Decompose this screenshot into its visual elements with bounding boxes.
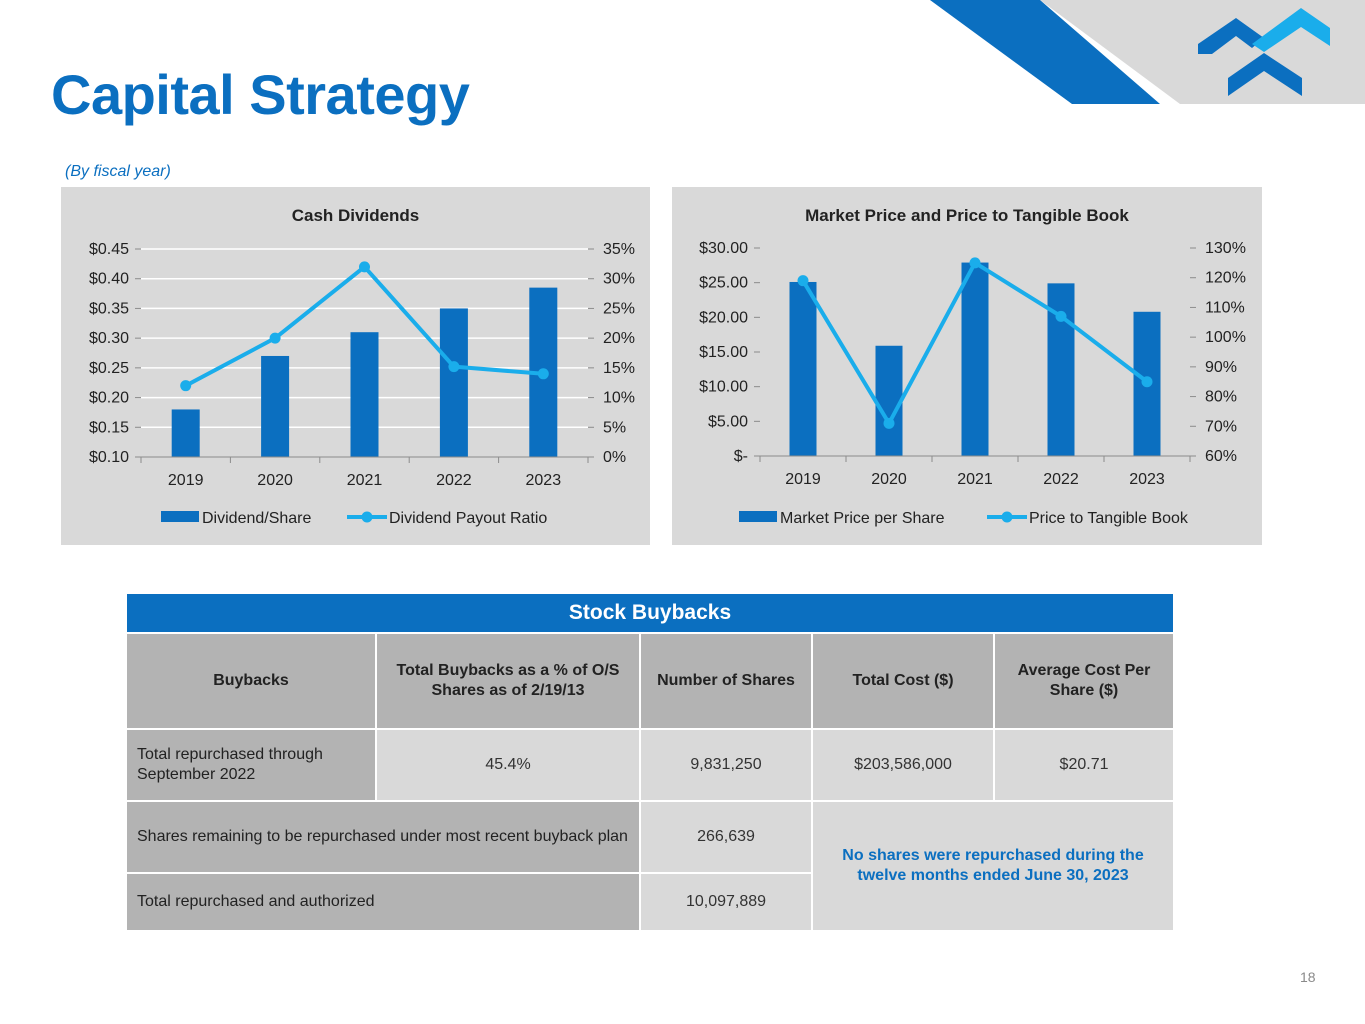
x-axis-tick-label: 2019: [785, 471, 821, 488]
legend-label: Price to Tangible Book: [1029, 510, 1189, 527]
market-price-chart: Market Price and Price to Tangible Book $…: [672, 187, 1262, 545]
line-point-2022: [1055, 310, 1067, 322]
column-header: Total Buybacks as a % of O/S Shares as o…: [375, 632, 641, 730]
left-axis-tick-label: $15.00: [699, 344, 748, 361]
right-axis-tick-label: 35%: [603, 241, 635, 258]
left-axis-tick-label: $0.40: [89, 271, 129, 288]
chart-title: Cash Dividends: [292, 206, 420, 225]
x-axis-tick-label: 2021: [957, 471, 993, 488]
right-axis-tick-label: 120%: [1205, 270, 1246, 287]
right-axis-tick-label: 100%: [1205, 329, 1246, 346]
left-axis-tick-label: $0.35: [89, 300, 129, 317]
line-point-2020: [883, 417, 895, 429]
chart-title: Market Price and Price to Tangible Book: [805, 206, 1129, 225]
table-title: Stock Buybacks: [124, 592, 1176, 634]
subtitle: (By fiscal year): [65, 163, 171, 180]
bar-2022: [439, 308, 468, 457]
company-logo: [1198, 8, 1330, 96]
column-header: Buybacks: [125, 632, 377, 730]
right-axis-tick-label: 110%: [1205, 299, 1245, 316]
column-header: Number of Shares: [639, 632, 813, 730]
right-axis-tick-label: 10%: [603, 390, 635, 407]
line-point-2022: [448, 361, 460, 373]
bar-2019: [789, 281, 817, 456]
cash-dividends-chart: Cash Dividends $0.10 $0.15 $0.20 $0.25 $0.30 $…: [61, 187, 650, 545]
page-title: Capital Strategy: [51, 63, 470, 126]
page-number: 18: [1300, 969, 1316, 985]
line-point-2023: [537, 368, 549, 380]
x-axis-tick-label: 2023: [526, 472, 562, 489]
left-axis-tick-label: $10.00: [699, 379, 748, 396]
pct-cell: 45.4%: [375, 728, 641, 802]
cash-dividends-svg: Cash Dividends $0.10 $0.15 $0.20 $0.25 $0.30 $…: [89, 206, 635, 527]
stock-buybacks-table: Stock Buybacks Buybacks Total Buybacks a…: [124, 592, 1176, 932]
left-axis-tick-label: $0.45: [89, 241, 129, 258]
left-axis-tick-label: $-: [734, 448, 748, 465]
row-label: Total repurchased through September 2022: [125, 728, 377, 802]
market-price-svg: Market Price and Price to Tangible Book $…: [699, 206, 1246, 527]
row-label: Shares remaining to be repurchased under…: [125, 800, 641, 874]
right-axis-tick-label: 30%: [603, 271, 635, 288]
x-axis-tick-label: 2019: [168, 472, 204, 489]
x-axis-tick-label: 2021: [347, 472, 383, 489]
right-axis-tick-label: 20%: [603, 330, 635, 347]
shares-cell: 9,831,250: [639, 728, 813, 802]
shares-cell: 266,639: [639, 800, 813, 874]
right-axis-tick-label: 5%: [603, 419, 626, 436]
column-header: Average Cost Per Share ($): [992, 632, 1176, 730]
x-axis-tick-label: 2023: [1129, 471, 1165, 488]
x-axis-tick-label: 2020: [871, 471, 907, 488]
legend-bar-swatch: [161, 511, 199, 522]
x-axis-tick-label: 2022: [1043, 471, 1079, 488]
column-header: Total Cost ($): [811, 632, 995, 730]
line-point-2023: [1141, 376, 1153, 388]
legend-label: Dividend/Share: [202, 510, 312, 527]
right-axis-tick-label: 80%: [1205, 389, 1237, 406]
right-axis-tick-label: 0%: [603, 449, 626, 466]
left-axis-tick-label: $0.15: [89, 419, 129, 436]
bar-2020: [875, 345, 903, 456]
buyback-note: No shares were repurchased during the tw…: [810, 800, 1176, 932]
avg-cost-cell: $20.71: [992, 728, 1176, 802]
left-axis-tick-label: $25.00: [699, 275, 748, 292]
line-point-2019: [180, 380, 192, 392]
table-row: Shares remaining to be repurchased under…: [125, 800, 1176, 932]
bar-2021: [961, 262, 989, 456]
x-axis-tick-label: 2020: [257, 472, 293, 489]
left-axis-tick-label: $30.00: [699, 240, 748, 257]
x-axis-tick-label: 2022: [436, 472, 472, 489]
legend-label: Dividend Payout Ratio: [389, 510, 547, 527]
left-axis-tick-label: $20.00: [699, 309, 748, 326]
table-row: Total repurchased and authorized 10,097,…: [125, 872, 1174, 932]
table-row: Total repurchased through September 2022…: [125, 728, 1176, 802]
right-axis-tick-label: 60%: [1205, 448, 1237, 465]
row-label: Total repurchased and authorized: [125, 872, 641, 932]
shares-cell: 10,097,889: [639, 872, 813, 932]
legend-line-marker: [361, 511, 373, 523]
right-axis-tick-label: 130%: [1205, 240, 1246, 257]
line-point-2019: [797, 275, 809, 287]
header-decoration: [930, 0, 1365, 104]
legend-label: Market Price per Share: [780, 510, 945, 527]
right-axis-tick-label: 90%: [1205, 359, 1237, 376]
bar-2019: [171, 409, 200, 457]
bar-2021: [350, 332, 379, 457]
line-point-2020: [269, 332, 281, 344]
cost-cell: $203,586,000: [811, 728, 995, 802]
left-axis-tick-label: $0.20: [89, 390, 129, 407]
left-axis-tick-label: $5.00: [708, 413, 748, 430]
bar-2020: [261, 355, 290, 457]
left-axis-tick-label: $0.30: [89, 330, 129, 347]
left-axis-tick-label: $0.25: [89, 360, 129, 377]
legend-bar-swatch: [739, 511, 777, 522]
right-axis-tick-label: 25%: [603, 300, 635, 317]
line-point-2021: [969, 257, 981, 269]
legend-line-marker: [1001, 511, 1013, 523]
left-axis-tick-label: $0.10: [89, 449, 129, 466]
blue-diagonal-stripe: [930, 0, 1160, 104]
right-axis-tick-label: 15%: [603, 360, 635, 377]
right-axis-tick-label: 70%: [1205, 418, 1237, 435]
line-point-2021: [359, 261, 370, 273]
